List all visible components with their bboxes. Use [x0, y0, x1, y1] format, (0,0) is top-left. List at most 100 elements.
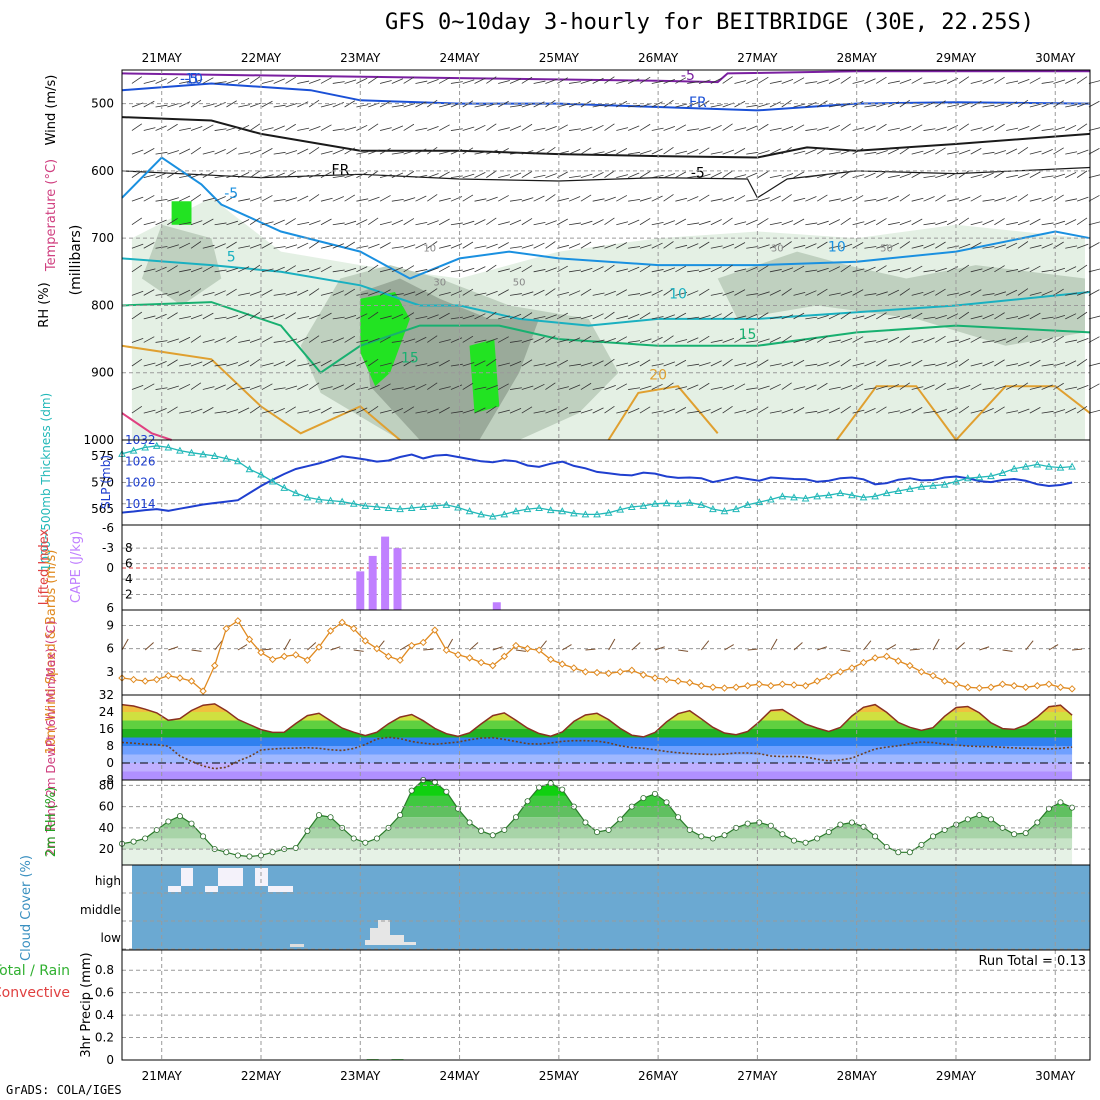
wind-barb: [675, 244, 688, 249]
wind-barb: [1053, 147, 1064, 155]
wind-barb: [675, 171, 687, 178]
wind-10m-barb: [700, 640, 710, 651]
x-tick-label-bottom: 26MAY: [638, 1069, 679, 1083]
x-tick-label-bottom: 28MAY: [837, 1069, 878, 1083]
wind-barb: [521, 338, 534, 343]
wind-barb: [261, 147, 273, 155]
xsec-y-tick: 1000: [83, 433, 114, 447]
wind-barb: [887, 80, 900, 84]
wind-barb: [427, 194, 438, 202]
wind-10m-barb: [1072, 648, 1083, 651]
precip-tick: 0.8: [95, 963, 114, 977]
wind-barb: [1088, 362, 1100, 367]
wind-barb: [970, 289, 982, 296]
wind-barb: [486, 123, 497, 131]
slp-line: [121, 453, 1073, 514]
wind-barb: [592, 124, 604, 131]
wind-barb: [627, 78, 640, 84]
wind-barb: [427, 408, 439, 414]
wind-barb: [687, 196, 699, 202]
wind-barb: [1065, 386, 1078, 390]
wind-barb: [238, 172, 250, 178]
wind-barb: [982, 172, 994, 179]
thickness-marker: [755, 498, 764, 506]
temp-contour: [121, 412, 172, 441]
wind-barb: [450, 363, 463, 367]
thickness-marker: [685, 498, 694, 506]
wind-speed-marker: [998, 680, 1007, 688]
wind-barb: [805, 81, 818, 84]
cape-tick: 8: [125, 541, 133, 555]
rh2m-marker: [1011, 831, 1018, 838]
wind-barb: [1041, 196, 1053, 202]
wind-barb: [757, 150, 770, 155]
wind-barb: [604, 264, 615, 273]
wind-barb: [947, 104, 959, 108]
wind-barb: [486, 149, 498, 155]
rh2m-marker: [188, 820, 195, 827]
temp-contour-label: -5: [691, 166, 705, 182]
wind-barb: [261, 127, 274, 131]
wind-barb: [1041, 81, 1054, 84]
wind-barb: [698, 288, 710, 296]
wind-barb: [238, 198, 251, 202]
wind-barb: [238, 124, 250, 131]
rh2m-marker: [524, 798, 531, 805]
x-tick-label-top: 29MAY: [936, 51, 977, 65]
wind-barb: [486, 311, 497, 320]
wind-barb: [781, 173, 794, 179]
wind-barb: [545, 194, 556, 202]
wind-barb: [687, 269, 700, 273]
wind-barb: [887, 269, 900, 273]
wind-barb: [1076, 385, 1089, 390]
wind-barb: [415, 316, 428, 320]
wind-speed-marker: [570, 664, 578, 672]
wind-barb: [1088, 268, 1100, 273]
wind-speed-marker: [848, 664, 856, 672]
rh2m-marker: [895, 849, 902, 856]
wind-barb: [391, 198, 404, 202]
wind-barb: [805, 410, 818, 414]
wind-barb: [344, 147, 356, 155]
wind-barb: [297, 316, 310, 320]
wind-barb: [616, 362, 629, 367]
wind-barb: [864, 340, 877, 343]
wind-barb: [746, 246, 759, 249]
wind-barb: [320, 339, 333, 343]
wind-barb: [616, 147, 628, 155]
wind-barb: [828, 386, 841, 390]
wind-barb: [923, 101, 935, 108]
wind-barb: [722, 149, 735, 155]
thickness-marker: [268, 477, 277, 485]
wind-barb: [663, 314, 675, 320]
wind-barb: [1053, 267, 1066, 273]
wind-barb: [616, 383, 628, 390]
wind-barb: [899, 267, 912, 273]
wind-barb: [309, 173, 321, 179]
wind-barb: [604, 123, 615, 131]
wind-barb: [344, 241, 356, 249]
wind-barb: [202, 124, 214, 131]
wind-barb: [367, 405, 379, 414]
wind-barb: [439, 386, 451, 390]
wind-barb: [639, 312, 651, 320]
wind-barb: [403, 76, 415, 84]
wind-barb: [226, 79, 239, 84]
wind-barb: [557, 77, 568, 84]
wind-barb: [568, 149, 581, 155]
thickness-marker: [152, 441, 161, 449]
wind-barb: [840, 76, 851, 84]
wind-barb: [958, 358, 970, 367]
wind-barb: [273, 408, 285, 414]
wind-barb: [651, 383, 663, 390]
rh2m-marker: [362, 839, 369, 846]
wind-barb: [379, 195, 391, 202]
thickness-marker: [129, 446, 138, 454]
wind-barb: [273, 387, 286, 390]
wind-barb: [415, 195, 427, 202]
wind-barb: [982, 151, 995, 155]
cloud-low-bar: [290, 944, 304, 947]
run-total: Run Total = 0.13: [978, 954, 1086, 969]
wind-barb: [332, 410, 345, 414]
wind-barb: [958, 264, 970, 273]
